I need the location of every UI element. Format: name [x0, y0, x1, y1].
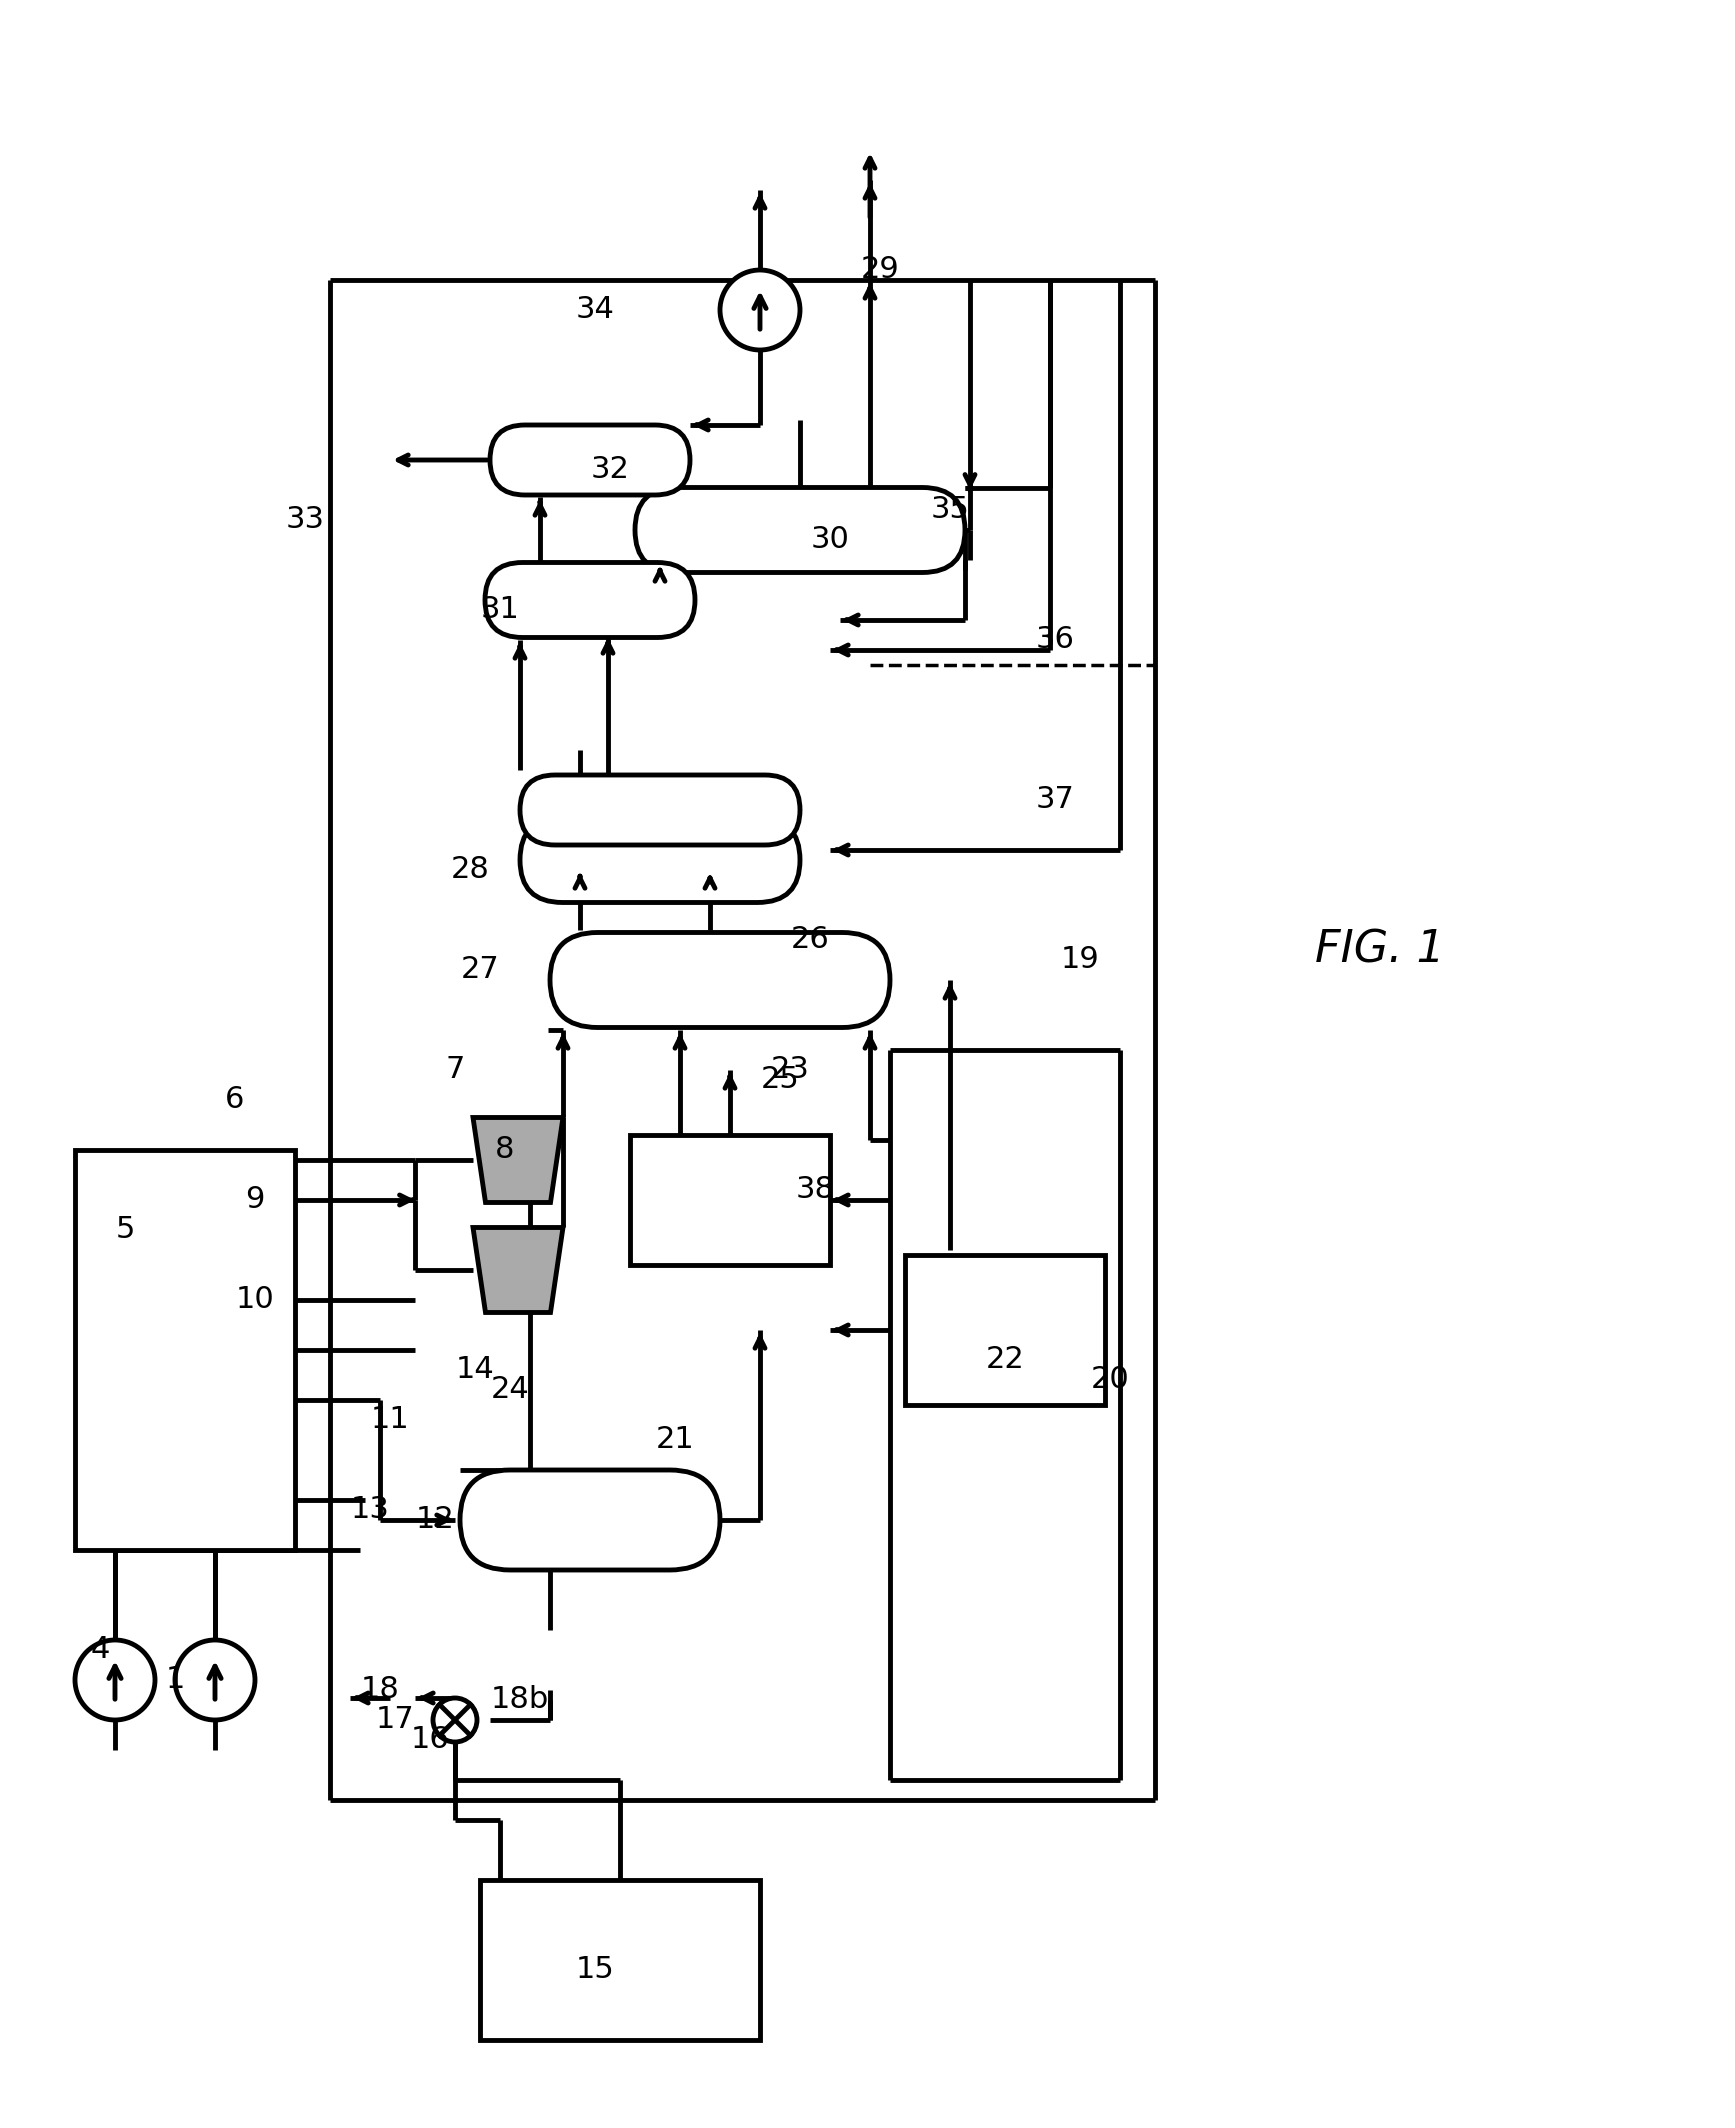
Bar [481, 1879, 760, 2041]
Circle shape [75, 1641, 154, 1719]
Text: 32: 32 [590, 455, 630, 485]
Bar [630, 1134, 829, 1264]
Text: FIG. 1: FIG. 1 [1315, 928, 1445, 972]
FancyBboxPatch shape [460, 1470, 720, 1570]
FancyBboxPatch shape [489, 426, 691, 496]
Circle shape [175, 1641, 255, 1719]
Text: 1: 1 [165, 1666, 184, 1694]
Text: 18b: 18b [491, 1685, 548, 1715]
Text: 19: 19 [1060, 945, 1100, 975]
Text: 22: 22 [985, 1345, 1024, 1375]
Text: 31: 31 [481, 596, 519, 624]
Text: 16: 16 [411, 1726, 449, 1753]
Text: 9: 9 [245, 1185, 265, 1215]
Text: 33: 33 [286, 506, 324, 534]
Text: 15: 15 [576, 1956, 614, 1985]
Text: 12: 12 [416, 1504, 455, 1534]
FancyBboxPatch shape [550, 932, 890, 1028]
Text: 7: 7 [446, 1055, 465, 1085]
Text: 34: 34 [576, 296, 614, 323]
Text: 17: 17 [375, 1705, 415, 1734]
Circle shape [720, 270, 800, 349]
Polygon shape [474, 1228, 562, 1313]
Bar [75, 1149, 295, 1549]
Text: 26: 26 [791, 926, 829, 955]
Text: 20: 20 [1091, 1366, 1129, 1394]
Text: 8: 8 [494, 1136, 515, 1164]
Text: 10: 10 [236, 1285, 274, 1315]
Text: 27: 27 [460, 955, 500, 985]
Polygon shape [474, 1117, 562, 1202]
Text: 29: 29 [861, 255, 899, 285]
Text: 30: 30 [810, 526, 850, 555]
Text: 4: 4 [90, 1636, 109, 1664]
Text: 6: 6 [226, 1085, 245, 1115]
Text: 21: 21 [656, 1426, 694, 1456]
Text: 38: 38 [796, 1175, 835, 1204]
FancyBboxPatch shape [486, 562, 696, 638]
Text: 14: 14 [456, 1356, 494, 1385]
FancyBboxPatch shape [520, 817, 800, 902]
Text: 23: 23 [770, 1055, 810, 1085]
Text: 5: 5 [115, 1215, 135, 1245]
Text: 25: 25 [760, 1066, 800, 1094]
Text: 36: 36 [1036, 626, 1074, 655]
Circle shape [434, 1698, 477, 1743]
Text: 37: 37 [1036, 785, 1074, 815]
Text: 11: 11 [371, 1404, 409, 1434]
Text: 28: 28 [451, 855, 489, 885]
FancyBboxPatch shape [635, 487, 965, 572]
Text: 18: 18 [361, 1675, 399, 1705]
Text: 24: 24 [491, 1375, 529, 1404]
FancyBboxPatch shape [520, 775, 800, 845]
Text: 35: 35 [930, 496, 970, 523]
Text: 13: 13 [350, 1496, 389, 1524]
Bar [906, 1256, 1105, 1404]
